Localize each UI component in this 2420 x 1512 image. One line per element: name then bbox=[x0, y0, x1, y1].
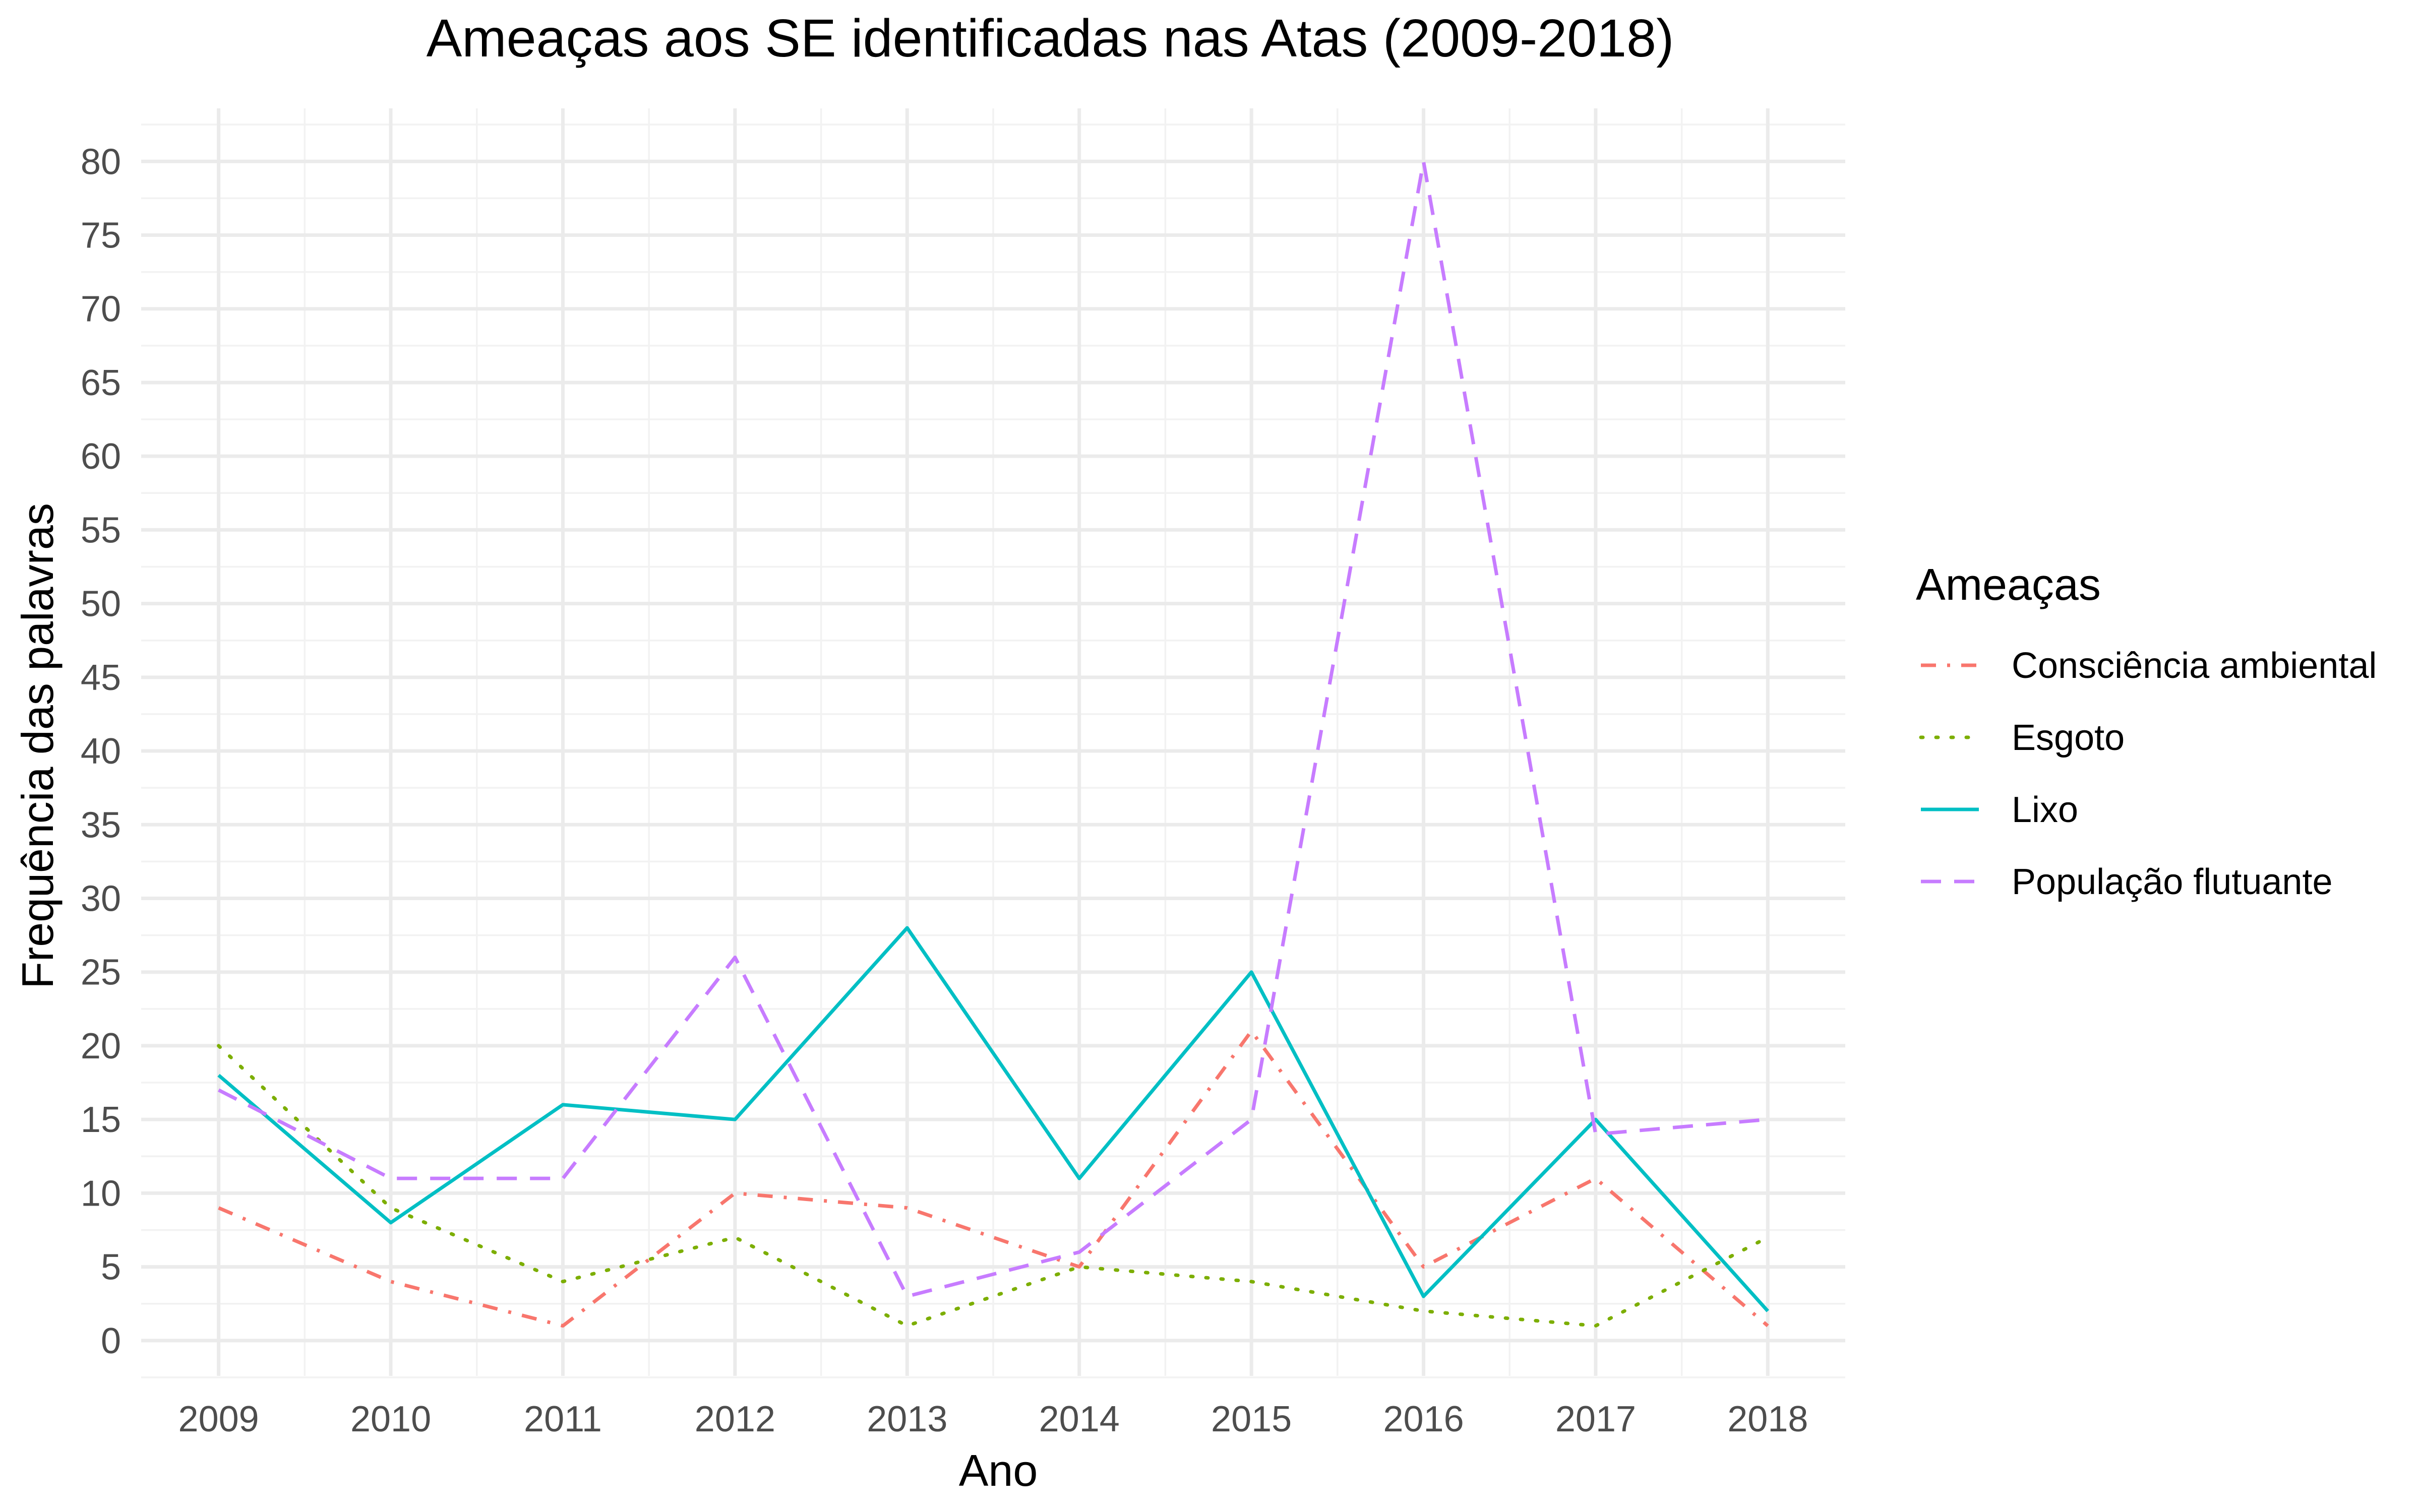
y-tick-label: 40 bbox=[81, 731, 121, 772]
y-tick-label: 0 bbox=[101, 1321, 121, 1361]
y-tick-label: 20 bbox=[81, 1026, 121, 1066]
x-tick-label: 2018 bbox=[1727, 1399, 1808, 1439]
x-tick-label: 2009 bbox=[178, 1399, 259, 1439]
x-tick-labels: 2009 2010 2011 2012 2013 2014 2015 2016 2017 2018 bbox=[178, 1399, 1808, 1439]
y-tick-label: 10 bbox=[81, 1173, 121, 1214]
y-tick-label: 45 bbox=[81, 658, 121, 698]
y-tick-label: 55 bbox=[81, 510, 121, 550]
x-tick-label: 2013 bbox=[867, 1399, 947, 1439]
y-tick-label: 50 bbox=[81, 584, 121, 624]
y-tick-label: 30 bbox=[81, 878, 121, 919]
y-tick-label: 25 bbox=[81, 953, 121, 993]
series-line bbox=[218, 159, 1768, 1298]
y-tick-label: 15 bbox=[81, 1100, 121, 1140]
y-tick-label: 35 bbox=[81, 805, 121, 845]
legend-label: Esgoto bbox=[2012, 718, 2125, 758]
x-tick-label: 2015 bbox=[1211, 1399, 1292, 1439]
x-tick-label: 2012 bbox=[695, 1399, 775, 1439]
y-tick-label: 60 bbox=[81, 436, 121, 477]
y-tick-label: 75 bbox=[81, 216, 121, 256]
legend-label: Lixo bbox=[2012, 790, 2078, 830]
y-axis-label: Frequência das palavras bbox=[13, 503, 63, 989]
y-tick-label: 70 bbox=[81, 289, 121, 330]
legend: Ameaças Consciência ambiental Esgoto Lixo P… bbox=[1916, 559, 2377, 902]
legend-label: Consciência ambiental bbox=[2012, 646, 2377, 686]
x-tick-label: 2011 bbox=[524, 1399, 602, 1439]
series-line bbox=[218, 1029, 1769, 1328]
x-tick-label: 2017 bbox=[1555, 1399, 1636, 1439]
series-layer bbox=[217, 159, 1770, 1328]
y-tick-label: 65 bbox=[81, 363, 121, 403]
series-line bbox=[217, 926, 1770, 1312]
x-tick-label: 2014 bbox=[1039, 1399, 1120, 1439]
x-tick-label: 2016 bbox=[1383, 1399, 1464, 1439]
legend-label: População flutuante bbox=[2012, 862, 2333, 902]
legend-title: Ameaças bbox=[1916, 559, 2101, 609]
x-axis-label: Ano bbox=[959, 1445, 1038, 1495]
chart-title: Ameaças aos SE identificadas nas Atas (2… bbox=[427, 9, 1674, 68]
y-tick-label: 80 bbox=[81, 142, 121, 182]
x-tick-label: 2010 bbox=[350, 1399, 431, 1439]
y-tick-labels: 0 5 10 15 20 25 30 35 40 45 50 55 60 65 70 75 80 bbox=[81, 142, 121, 1361]
y-tick-label: 5 bbox=[101, 1247, 121, 1288]
